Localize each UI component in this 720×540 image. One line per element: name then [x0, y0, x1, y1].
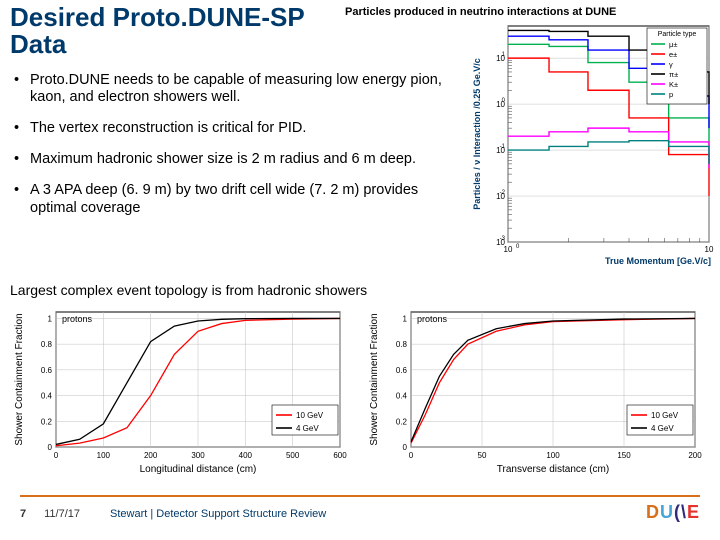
- svg-text:0.4: 0.4: [396, 392, 408, 401]
- svg-text:0: 0: [516, 244, 520, 250]
- svg-text:γ: γ: [669, 60, 673, 69]
- svg-text:e±: e±: [669, 50, 677, 59]
- svg-text:Particle type: Particle type: [658, 31, 697, 38]
- transverse-chart: 0 0.2 0.4 0.6 0.8 1 0 50 100 150 200 10 GeV 4 GeV pro…: [365, 300, 705, 475]
- svg-text:0.8: 0.8: [396, 340, 408, 349]
- svg-text:400: 400: [239, 451, 253, 460]
- bullet-item: Maximum hadronic shower size is 2 m radi…: [10, 151, 460, 168]
- svg-text:100: 100: [97, 451, 111, 460]
- svg-text:0.4: 0.4: [41, 392, 53, 401]
- footer-date: 11/7/17: [44, 508, 80, 520]
- svg-text:200: 200: [688, 451, 702, 460]
- svg-text:100: 100: [546, 451, 560, 460]
- bullet-item: The vertex reconstruction is critical fo…: [10, 120, 460, 137]
- svg-text:Longitudinal distance (cm): Longitudinal distance (cm): [140, 464, 257, 475]
- svg-text:4 GeV: 4 GeV: [651, 424, 674, 433]
- svg-text:0.8: 0.8: [41, 340, 53, 349]
- svg-text:0: 0: [54, 451, 59, 460]
- svg-text:0.2: 0.2: [41, 417, 53, 426]
- svg-text:10 GeV: 10 GeV: [651, 411, 679, 420]
- svg-text:p: p: [669, 90, 673, 99]
- svg-text:-1: -1: [500, 144, 506, 150]
- svg-text:Shower Containment Fraction: Shower Containment Fraction: [14, 313, 25, 445]
- svg-text:10 GeV: 10 GeV: [296, 411, 324, 420]
- svg-text:Shower Containment Fraction: Shower Containment Fraction: [369, 313, 380, 445]
- svg-text:Particles / ν Interaction /0.2: Particles / ν Interaction /0.25 Ge.V/c: [472, 58, 482, 210]
- svg-text:0: 0: [409, 451, 414, 460]
- svg-text:600: 600: [333, 451, 347, 460]
- svg-text:0: 0: [403, 443, 408, 452]
- svg-text:0: 0: [48, 443, 53, 452]
- svg-text:Transverse distance (cm): Transverse distance (cm): [497, 464, 609, 475]
- svg-text:0: 0: [502, 98, 506, 104]
- page-number: 7: [20, 508, 26, 520]
- svg-text:500: 500: [286, 451, 300, 460]
- svg-text:protons: protons: [417, 314, 448, 324]
- largest-line: Largest complex event topology is from h…: [10, 282, 367, 298]
- svg-text:-2: -2: [500, 190, 506, 196]
- svg-text:1: 1: [502, 52, 506, 58]
- svg-text:200: 200: [144, 451, 158, 460]
- svg-text:K±: K±: [669, 80, 678, 89]
- svg-text:1: 1: [403, 314, 408, 323]
- particle-spectrum-chart: 10110010-110-210-3100101Particle typeμ±e…: [470, 18, 715, 268]
- slide-title: Desired Proto.DUNE-SP Data: [10, 4, 350, 59]
- footer: 7 11/7/17 Stewart | Detector Support Str…: [20, 508, 700, 520]
- svg-text:protons: protons: [62, 314, 93, 324]
- svg-text:150: 150: [617, 451, 631, 460]
- svg-text:0.6: 0.6: [41, 366, 53, 375]
- svg-text:0.2: 0.2: [396, 417, 408, 426]
- svg-text:1: 1: [48, 314, 53, 323]
- dune-logo: DU(\E: [646, 502, 700, 523]
- svg-text:π±: π±: [669, 70, 678, 79]
- footer-author: Stewart | Detector Support Structure Rev…: [110, 508, 326, 520]
- svg-text:-3: -3: [500, 236, 506, 242]
- top-chart-title: Particles produced in neutrino interacti…: [345, 6, 616, 18]
- svg-text:μ±: μ±: [669, 40, 677, 49]
- svg-text:50: 50: [478, 451, 487, 460]
- footer-divider: [20, 495, 700, 497]
- bullet-list: Proto.DUNE needs to be capable of measur…: [10, 72, 460, 231]
- longitudinal-chart: 0 0.2 0.4 0.6 0.8 1 0 100 200 300 400 500 600 10 GeV 4…: [10, 300, 350, 475]
- svg-text:10: 10: [504, 245, 513, 254]
- bullet-item: A 3 APA deep (6. 9 m) by two drift cell …: [10, 182, 460, 216]
- svg-text:4 GeV: 4 GeV: [296, 424, 319, 433]
- svg-text:10: 10: [705, 245, 714, 254]
- svg-text:300: 300: [191, 451, 205, 460]
- svg-text:0.6: 0.6: [396, 366, 408, 375]
- svg-text:True Momentum [Ge.V/c]: True Momentum [Ge.V/c]: [605, 256, 711, 266]
- bullet-item: Proto.DUNE needs to be capable of measur…: [10, 72, 460, 106]
